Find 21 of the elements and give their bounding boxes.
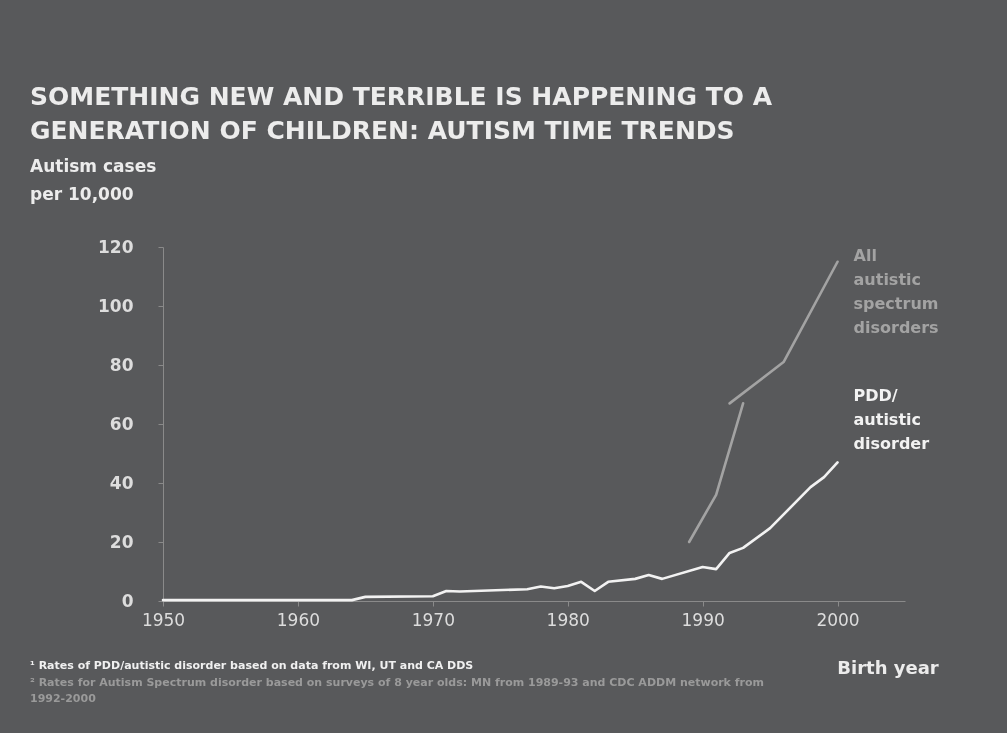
y-tick-label: 40	[109, 472, 134, 493]
series-label: All autistic spectrum disorders	[853, 245, 939, 337]
chart-title: SOMETHING NEW AND TERRIBLE IS HAPPENING TO A GENERATION OF CHILDREN: AUTISM TIME TRENDS	[30, 82, 773, 145]
series-label: PDD/ autistic disorder	[853, 386, 930, 454]
x-tick-label: 2000	[816, 609, 860, 630]
y-tick-label: 100	[98, 295, 134, 316]
text: ¹ Rates of PDD/autistic disorder based on data from WI, UT and CA DDS	[30, 659, 474, 672]
text: ² Rates for Autism Spectrum disorder based on surveys of 8 year olds: MN from 1989-93 and CDC ADDM network from 1992-2000	[30, 676, 764, 705]
x-axis-title: Birth year	[837, 657, 939, 678]
line-series	[161, 461, 839, 602]
x-tick-label: 1950	[141, 609, 186, 630]
x-tick-label: 1980	[546, 609, 590, 630]
x-tick-label: 1960	[276, 609, 321, 630]
y-tick-label: 0	[121, 590, 134, 611]
y-axis-title: Autism cases per 10,000	[30, 156, 157, 204]
y-tick-label: 80	[109, 354, 134, 375]
x-tick-label: 1990	[681, 609, 725, 630]
y-tick-label: 60	[109, 413, 134, 434]
x-tick-label: 1970	[411, 609, 455, 630]
y-tick-label: 20	[109, 531, 134, 552]
y-tick-label: 120	[98, 236, 134, 257]
